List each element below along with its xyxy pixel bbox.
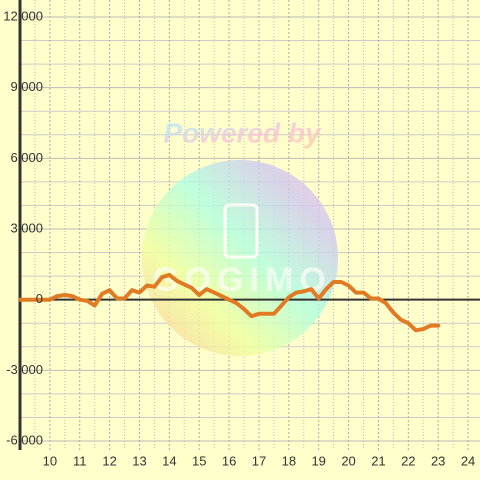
x-tick-label: 15: [192, 453, 206, 468]
watermark: Powered by GOGIMO: [142, 117, 338, 356]
x-tick-label: 20: [341, 453, 355, 468]
y-tick-label: 3,000: [10, 220, 43, 235]
x-tick-label: 17: [252, 453, 266, 468]
y-tick-label: 0: [36, 291, 43, 306]
watermark-icon: [223, 203, 259, 259]
watermark-text: Powered by: [163, 117, 322, 148]
y-tick-label: 9,000: [10, 79, 43, 94]
x-tick-label: 10: [43, 453, 57, 468]
plot: [18, 0, 480, 450]
x-tick-label: 12: [102, 453, 116, 468]
y-tick-label: 6,000: [10, 150, 43, 165]
x-tick-label: 14: [162, 453, 176, 468]
y-tick-label: 12,000: [3, 8, 43, 23]
x-tick-label: 18: [282, 453, 296, 468]
x-tick-label: 24: [461, 453, 475, 468]
x-tick-label: 16: [222, 453, 236, 468]
data-line: [18, 272, 441, 333]
x-tick-label: 19: [311, 453, 325, 468]
x-tick-label: 11: [73, 453, 87, 468]
x-tick-label: 23: [431, 453, 445, 468]
y-tick-label: -3,000: [6, 362, 43, 377]
x-tick-label: 21: [371, 453, 385, 468]
x-tick-label: 22: [401, 453, 415, 468]
y-tick-label: -6,000: [6, 432, 43, 447]
x-tick-label: 13: [132, 453, 146, 468]
